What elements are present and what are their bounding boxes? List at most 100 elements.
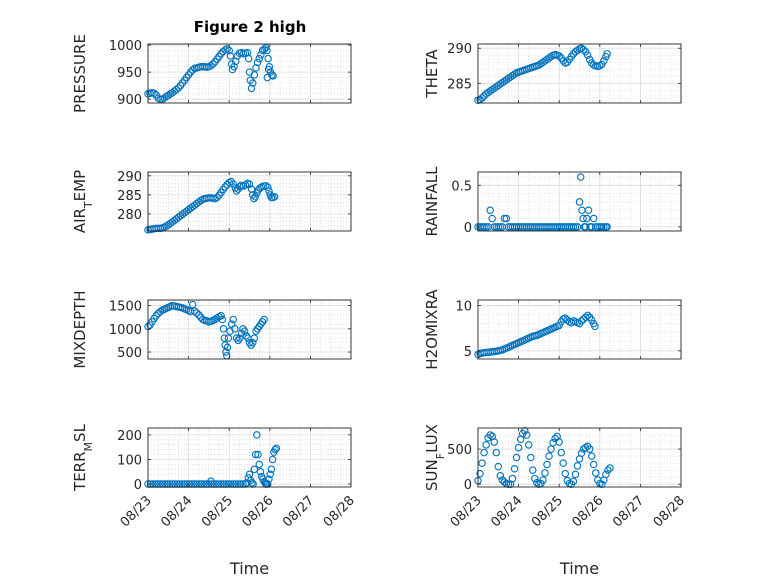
data-point: [579, 45, 588, 54]
figure-title: Figure 2 high: [194, 18, 307, 36]
data-point: [265, 187, 273, 195]
y-axis-label-sub: T: [82, 201, 95, 209]
data-point: [260, 315, 268, 324]
data-point: [589, 214, 598, 223]
data-point: [569, 223, 578, 231]
data-point: [221, 341, 229, 349]
data-point: [150, 89, 158, 98]
data-point: [254, 450, 262, 459]
data-point: [591, 469, 600, 477]
data-point: [500, 214, 509, 223]
data-point: [174, 84, 183, 92]
data-point: [529, 466, 537, 474]
y-axis-label: AIRTEMP: [71, 170, 95, 233]
data-point: [156, 307, 164, 316]
data-point: [257, 51, 265, 59]
data-point: [209, 60, 217, 68]
data-point: [581, 313, 590, 321]
y-axis-label: SUNFLUX: [423, 424, 447, 491]
data-point: [480, 448, 488, 457]
y-tick-label: 10: [455, 299, 472, 314]
data-point: [270, 192, 279, 201]
data-point: [579, 214, 587, 223]
data-point: [576, 173, 585, 181]
data-point: [192, 309, 201, 317]
data-point: [527, 453, 535, 462]
axes-box: [477, 299, 682, 360]
data-point: [596, 62, 604, 70]
data-point: [225, 46, 233, 55]
data-point: [236, 334, 244, 342]
y-axis-label-main: AIR: [71, 208, 89, 233]
y-tick-label: 285: [447, 77, 472, 92]
subplot-h2omixra: 5 10 H2OMIXRA: [423, 289, 682, 370]
data-point: [541, 469, 549, 477]
data-point: [531, 474, 539, 483]
data-point: [240, 327, 249, 335]
y-tick-label: 285: [117, 189, 142, 204]
data-point: [230, 62, 238, 71]
data-point: [255, 54, 263, 63]
data-point: [600, 57, 608, 65]
data-point: [482, 441, 490, 449]
y-axis-label-tail: LUX: [423, 424, 441, 453]
data-point: [502, 214, 511, 223]
data-point: [490, 438, 498, 446]
data-point: [522, 431, 531, 439]
data-point: [496, 223, 505, 231]
axes-box: [477, 427, 682, 488]
y-tick-label: 900: [117, 93, 142, 108]
data-point: [207, 61, 215, 70]
x-axis-label: Time: [229, 559, 269, 578]
subplot-rainfall: 0 0.5 RAINFALL: [423, 166, 682, 236]
data-point: [244, 474, 253, 482]
data-point: [555, 321, 563, 330]
data-point: [585, 445, 594, 453]
data-point: [271, 445, 279, 454]
data-point: [217, 49, 225, 58]
data-point: [207, 477, 215, 485]
plot-area: [148, 44, 351, 103]
axes-box: [147, 43, 352, 104]
data-point: [555, 438, 563, 446]
data-point: [602, 470, 610, 479]
data-point: [220, 334, 229, 342]
data-point: [494, 223, 503, 231]
y-axis-label-main: SUN: [423, 459, 441, 491]
y-axis-label-sub: M: [82, 442, 95, 452]
data-point: [543, 460, 551, 469]
data-point: [263, 73, 272, 82]
data-point: [195, 311, 203, 319]
y-axis-label-main: PRESSURE: [71, 34, 89, 113]
y-axis-label: TERRMSL: [71, 423, 95, 492]
data-point: [248, 79, 257, 87]
data-point: [266, 470, 274, 478]
axes-box: [147, 427, 352, 488]
y-tick-label: 0: [464, 478, 472, 493]
data-point: [482, 223, 490, 231]
data-point: [575, 198, 584, 206]
y-axis-label-main: THETA: [423, 49, 441, 99]
subplot-air-temp: 280 285 290 AIRTEMP: [71, 170, 352, 234]
data-point: [600, 223, 608, 231]
data-point: [253, 431, 261, 439]
data-point: [186, 68, 195, 76]
data-point: [231, 57, 240, 66]
data-point: [217, 312, 225, 320]
data-point: [255, 460, 263, 469]
y-tick-label: 1500: [109, 300, 142, 315]
data-point: [581, 443, 590, 452]
data-point: [603, 50, 611, 58]
y-axis-label-main: TERR: [71, 451, 89, 492]
data-point: [559, 459, 568, 467]
y-tick-label: 100: [117, 453, 142, 468]
data-point: [152, 312, 160, 320]
y-tick-label: 5: [464, 345, 472, 360]
data-point: [584, 206, 593, 214]
y-axis-label-tail: EMP: [71, 170, 89, 201]
y-axis-label: H2OMIXRA: [423, 289, 441, 370]
data-point: [156, 95, 164, 103]
data-point: [539, 476, 547, 484]
data-point: [213, 314, 221, 322]
